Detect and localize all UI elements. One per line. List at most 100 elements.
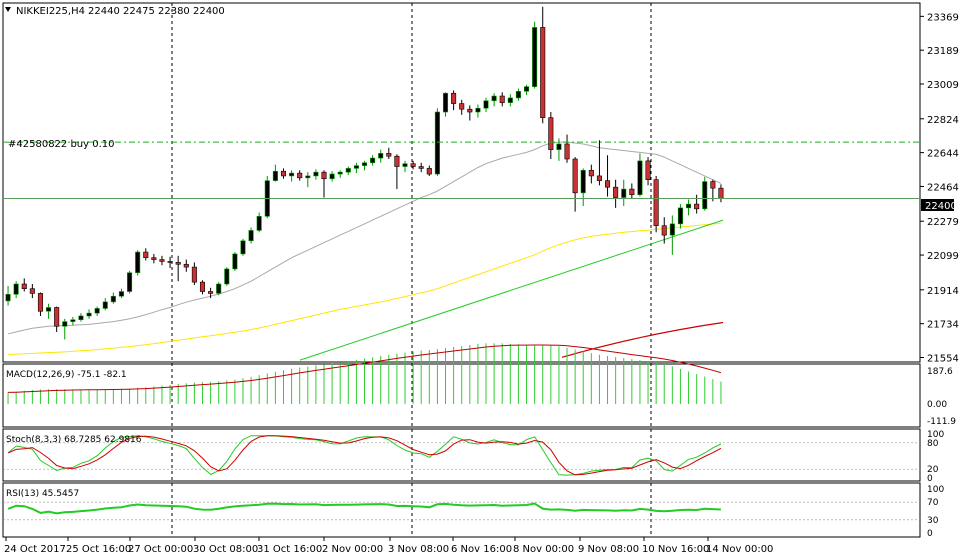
stoch-main-line xyxy=(7,435,722,476)
candle-body xyxy=(78,315,84,321)
candle-body xyxy=(353,165,359,169)
candle-body xyxy=(588,169,594,177)
candle-body xyxy=(605,180,611,188)
candle-body xyxy=(297,172,303,179)
price-tick-label: 22644 xyxy=(927,149,959,160)
candle-body xyxy=(418,166,424,169)
candle-body xyxy=(515,91,521,99)
candle-body xyxy=(378,153,384,159)
candle-body xyxy=(62,321,68,327)
candle-body xyxy=(540,27,546,118)
macd-tick-label: 187.6 xyxy=(927,367,953,377)
candle-body xyxy=(321,171,327,180)
stoch-label: Stoch(8,3,3) 68.7285 62.9816 xyxy=(6,435,142,445)
candle-body xyxy=(710,181,716,189)
time-tick-label: 24 Oct 2017 xyxy=(4,544,66,555)
time-tick-label: 9 Nov 08:00 xyxy=(578,544,639,555)
candle-body xyxy=(434,111,440,175)
candle-body xyxy=(523,86,530,92)
macd-signal-line xyxy=(8,344,722,393)
ma-gray-line xyxy=(7,141,722,335)
candle-body xyxy=(37,293,43,312)
candle-body xyxy=(653,179,659,227)
price-tick-label: 23009 xyxy=(927,80,959,91)
price-tick-label: 22464 xyxy=(927,182,959,193)
price-tick-label: 22099 xyxy=(927,251,959,262)
ma-green-line xyxy=(299,219,724,361)
ohlc-label: 22440 22475 22380 22400 xyxy=(88,6,225,17)
candle-body xyxy=(564,143,570,160)
moving-averages xyxy=(7,141,724,361)
time-tick-label: 14 Nov 00:00 xyxy=(706,544,773,555)
ma-yellow-line xyxy=(8,222,721,355)
candle-body xyxy=(256,216,262,231)
candle-body xyxy=(394,155,400,167)
dropdown-triangle-icon xyxy=(5,7,11,12)
candle-body xyxy=(475,107,481,113)
candle-body xyxy=(21,283,27,289)
current-price-tag: 22400 xyxy=(921,199,957,212)
candle-body xyxy=(483,100,489,109)
macd-tick-label: -111.9 xyxy=(927,417,956,427)
macd-label: MACD(12,26,9) -75.1 -82.1 xyxy=(6,370,127,380)
candle-body xyxy=(686,203,692,209)
candle-body xyxy=(621,188,627,198)
candle-body xyxy=(645,160,651,180)
price-tick-label: 21554 xyxy=(927,353,959,364)
candle-body xyxy=(240,240,246,255)
candle-body xyxy=(46,307,52,312)
rsi-label: RSI(13) 45.5457 xyxy=(6,489,79,499)
rsi-tick-label: 0 xyxy=(927,529,933,539)
candle-body xyxy=(143,251,149,258)
candle-body xyxy=(532,27,538,87)
candle-body xyxy=(596,175,602,181)
candle-body xyxy=(345,168,351,173)
time-tick-label: 31 Oct 16:00 xyxy=(257,544,322,555)
candle-body xyxy=(289,172,295,177)
candle-body xyxy=(637,160,643,196)
panel-frames xyxy=(2,2,921,538)
candle-body xyxy=(127,272,133,292)
time-tick-label: 10 Nov 16:00 xyxy=(642,544,709,555)
candle-body xyxy=(718,187,724,199)
candle-body xyxy=(183,263,189,268)
candle-body xyxy=(410,163,416,167)
candle-body xyxy=(54,307,60,327)
candle-body xyxy=(110,295,116,303)
stoch-tick-label: 100 xyxy=(927,430,944,440)
candle-body xyxy=(491,95,497,102)
current-price-label: 22400 xyxy=(925,201,957,212)
candle-body xyxy=(629,188,635,196)
candle-body xyxy=(167,261,173,263)
panel-frame xyxy=(2,482,921,538)
candle-body xyxy=(5,294,11,302)
candle-body xyxy=(361,162,368,166)
time-tick-label: 27 Oct 00:00 xyxy=(128,544,193,555)
macd-tick-label: 0.00 xyxy=(927,400,947,410)
symbol-label: NIKKEI225,H4 xyxy=(16,6,85,17)
rsi-tick-label: 100 xyxy=(927,485,944,495)
stoch-tick-label: 0 xyxy=(927,474,933,484)
candle-body xyxy=(702,181,708,210)
candles xyxy=(5,6,724,340)
stoch-tick-label: 80 xyxy=(927,439,939,449)
candle-body xyxy=(580,169,586,194)
candle-body xyxy=(118,291,124,297)
rsi-line xyxy=(7,502,721,515)
candle-body xyxy=(199,281,206,292)
candle-body xyxy=(280,170,287,177)
candle-body xyxy=(451,92,457,104)
candle-body xyxy=(694,203,700,210)
price-tick-label: 23369 xyxy=(927,12,959,23)
price-axis: 23369 23189 23009 22824 22644 22464 22279 22099… xyxy=(920,12,959,364)
candle-body xyxy=(467,108,473,113)
candle-body xyxy=(572,158,578,194)
candle-body xyxy=(305,175,311,179)
time-tick-label: 3 Nov 08:00 xyxy=(388,544,449,555)
candle-body xyxy=(337,171,343,175)
candle-body xyxy=(232,253,238,270)
candle-body xyxy=(669,223,675,236)
macd-panel: 187.6 0.00 -111.9 xyxy=(7,343,956,427)
